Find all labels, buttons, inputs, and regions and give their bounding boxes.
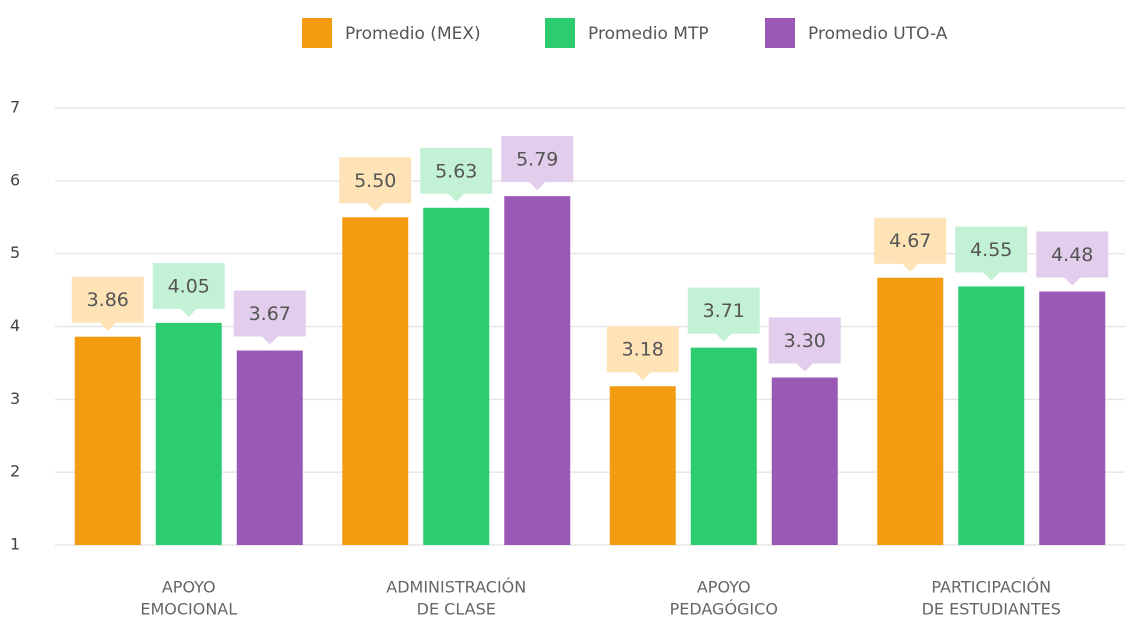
y-tick-label: 3 — [10, 389, 20, 408]
value-label-box — [420, 147, 493, 202]
x-tick-label: DE CLASE — [417, 600, 496, 619]
value-label-box — [339, 157, 412, 212]
x-tick-label: PEDAGÓGICO — [670, 600, 778, 619]
value-label: 5.79 — [516, 149, 558, 171]
legend-label: Promedio (MEX) — [345, 24, 481, 44]
bar — [771, 377, 838, 545]
value-label: 3.71 — [703, 300, 745, 322]
y-tick-label: 1 — [10, 535, 20, 554]
value-label-box — [71, 276, 144, 331]
value-label-box — [1036, 231, 1109, 286]
bar — [236, 350, 303, 545]
value-label: 5.50 — [354, 170, 396, 192]
value-label: 3.67 — [249, 303, 291, 325]
value-label-box — [687, 287, 760, 342]
value-label: 4.67 — [889, 230, 931, 252]
x-tick-label: APOYO — [162, 578, 216, 597]
value-label-box — [874, 217, 947, 272]
value-label-box — [152, 262, 225, 317]
value-label: 5.63 — [435, 160, 477, 182]
bar — [504, 196, 571, 545]
legend-swatch — [302, 18, 332, 48]
x-tick-label: PARTICIPACIÓN — [931, 578, 1051, 597]
bar — [609, 386, 676, 545]
value-label: 4.55 — [970, 239, 1012, 261]
y-tick-label: 7 — [10, 98, 20, 117]
legend-label: Promedio UTO-A — [808, 24, 948, 44]
bar — [155, 322, 222, 545]
legend-label: Promedio MTP — [588, 24, 709, 44]
bar — [877, 277, 944, 545]
value-label-box — [606, 326, 679, 381]
legend-swatch — [545, 18, 575, 48]
value-label: 3.30 — [784, 330, 826, 352]
value-label-box — [768, 317, 841, 372]
x-tick-label: EMOCIONAL — [140, 600, 237, 619]
bar — [423, 207, 490, 545]
bar — [690, 347, 757, 545]
value-label: 4.48 — [1051, 244, 1093, 266]
x-tick-label: APOYO — [697, 578, 751, 597]
x-tick-label: DE ESTUDIANTES — [922, 600, 1061, 619]
value-label: 3.86 — [87, 289, 129, 311]
legend-swatch — [765, 18, 795, 48]
y-tick-label: 6 — [10, 170, 20, 189]
bar — [74, 336, 141, 545]
bar — [342, 217, 409, 545]
y-tick-label: 5 — [10, 243, 20, 262]
value-label: 3.18 — [622, 339, 664, 361]
value-label-box — [955, 226, 1028, 281]
value-label: 4.05 — [168, 275, 210, 297]
value-label-box — [233, 290, 306, 345]
bar — [1039, 291, 1106, 545]
y-tick-label: 4 — [10, 316, 20, 335]
x-tick-label: ADMINISTRACIÓN — [386, 578, 526, 597]
value-label-box — [501, 136, 574, 191]
bar — [958, 286, 1025, 545]
y-tick-label: 2 — [10, 462, 20, 481]
